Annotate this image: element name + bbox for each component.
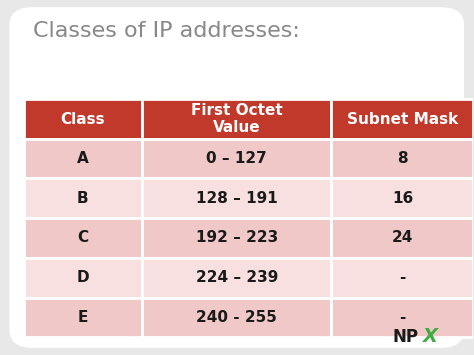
Bar [142, 297, 331, 337]
Text: 16: 16 [392, 191, 413, 206]
Bar [24, 218, 142, 258]
Text: D: D [76, 270, 89, 285]
Text: -: - [399, 310, 406, 325]
Bar [142, 178, 331, 218]
Text: 0 – 127: 0 – 127 [206, 151, 267, 166]
Bar [142, 139, 331, 178]
Bar [142, 258, 331, 297]
FancyBboxPatch shape [9, 7, 464, 348]
Bar [331, 99, 474, 139]
Text: 128 – 191: 128 – 191 [196, 191, 278, 206]
Text: B: B [77, 191, 89, 206]
Bar [331, 297, 474, 337]
Bar [24, 258, 142, 297]
Text: 240 - 255: 240 - 255 [196, 310, 277, 325]
Bar [331, 218, 474, 258]
Bar [24, 178, 142, 218]
Bar [24, 99, 142, 139]
Text: X: X [423, 327, 438, 346]
Text: -: - [399, 270, 406, 285]
Bar [24, 297, 142, 337]
Text: C: C [77, 230, 89, 245]
Text: Classes of IP addresses:: Classes of IP addresses: [33, 21, 300, 41]
Bar [331, 139, 474, 178]
Text: 24: 24 [392, 230, 413, 245]
Text: First Octet
Value: First Octet Value [191, 103, 283, 135]
Text: 8: 8 [397, 151, 408, 166]
Bar [142, 99, 331, 139]
Text: Subnet Mask: Subnet Mask [347, 111, 458, 126]
Text: Class: Class [61, 111, 105, 126]
Text: NP: NP [393, 328, 419, 346]
Text: A: A [77, 151, 89, 166]
Bar [331, 178, 474, 218]
Text: E: E [78, 310, 88, 325]
Bar [24, 139, 142, 178]
Bar [331, 258, 474, 297]
Text: 224 – 239: 224 – 239 [196, 270, 278, 285]
Text: 192 – 223: 192 – 223 [196, 230, 278, 245]
Bar [142, 218, 331, 258]
